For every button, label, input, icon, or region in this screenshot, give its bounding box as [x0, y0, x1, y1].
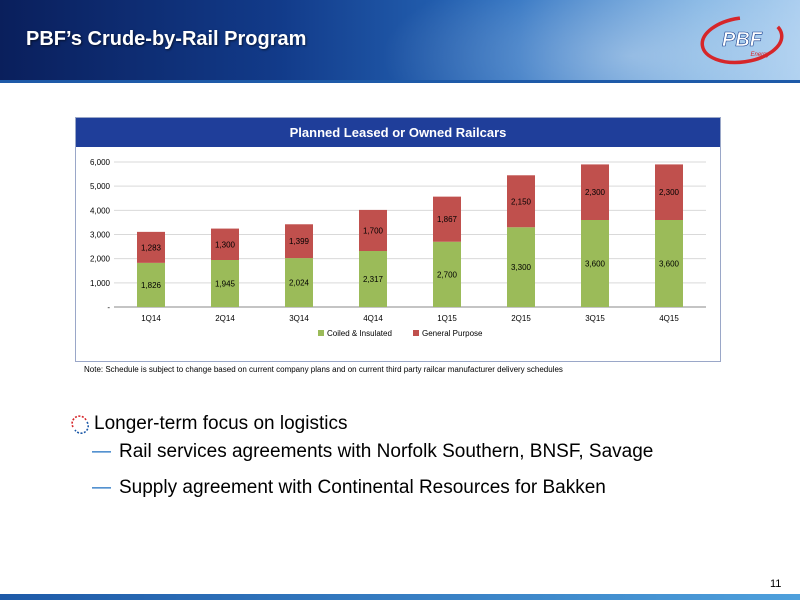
bar-segment: [581, 220, 609, 307]
x-tick-label: 2Q14: [215, 314, 235, 323]
slide-header: PBF’s Crude-by-Rail Program PBF Energy: [0, 0, 800, 80]
data-label: 2,300: [585, 188, 606, 197]
data-label: 1,867: [437, 215, 458, 224]
page-number: 11: [770, 578, 782, 590]
data-label: 2,317: [363, 275, 384, 284]
header-glow: [380, 0, 800, 80]
bar-segment: [655, 164, 683, 220]
data-label: 1,300: [215, 240, 236, 249]
legend-label: General Purpose: [422, 329, 483, 338]
data-label: 1,399: [289, 237, 310, 246]
data-label: 1,283: [141, 243, 162, 252]
bar-segment: [507, 227, 535, 307]
sub-bullet-2: — Supply agreement with Continental Reso…: [92, 477, 606, 499]
bar-segment: [137, 262, 165, 307]
legend-swatch: [318, 330, 324, 336]
bar-segment: [433, 196, 461, 242]
x-tick-label: 3Q14: [289, 314, 309, 323]
bar-segment: [359, 251, 387, 307]
x-tick-label: 3Q15: [585, 314, 605, 323]
bar-segment: [507, 175, 535, 228]
main-bullet: Longer-term focus on logistics: [70, 413, 347, 435]
data-label: 3,600: [659, 260, 680, 269]
bar-segment: [655, 220, 683, 307]
x-tick-label: 4Q14: [363, 314, 383, 323]
sub-bullet-text: Rail services agreements with Norfolk So…: [119, 441, 654, 462]
legend-swatch: [413, 330, 419, 336]
x-tick-label: 1Q14: [141, 314, 161, 323]
bar-segment: [433, 241, 461, 307]
dash-icon: —: [92, 477, 111, 498]
slide-title: PBF’s Crude-by-Rail Program: [26, 28, 307, 50]
y-tick-label: 2,000: [90, 255, 111, 264]
data-label: 2,150: [511, 197, 532, 206]
chart-frame: Planned Leased or Owned Railcars - 1,000 2…: [75, 117, 721, 362]
y-tick-label: 4,000: [90, 206, 111, 215]
bar-segment: [359, 209, 387, 252]
x-tick-label: 4Q15: [659, 314, 679, 323]
y-tick-label: 6,000: [90, 158, 111, 167]
dash-icon: —: [92, 441, 111, 462]
data-label: 2,300: [659, 188, 680, 197]
data-label: 1,700: [363, 226, 384, 235]
data-label: 2,700: [437, 270, 458, 279]
bar-segment: [285, 258, 313, 307]
stacked-bar-chart: - 1,000 2,000 3,000 4,000 5,000 6,000 1,826 1,28…: [90, 158, 706, 338]
pbf-logo: PBF Energy: [700, 15, 784, 65]
data-label: 3,300: [511, 263, 532, 272]
data-label: 1,826: [141, 281, 162, 290]
y-tick-label: 3,000: [90, 231, 111, 240]
x-tick-label: 2Q15: [511, 314, 531, 323]
sub-bullet-text: Supply agreement with Continental Resour…: [119, 477, 606, 498]
y-tick-label: 1,000: [90, 279, 111, 288]
legend-label: Coiled & Insulated: [327, 329, 392, 338]
logo-subtext: Energy: [750, 52, 770, 58]
header-rule: [0, 80, 800, 83]
bar-segment: [211, 228, 239, 260]
bar-segment: [137, 231, 165, 263]
data-label: 1,945: [215, 279, 236, 288]
footer-bar: [0, 594, 800, 600]
chart-note: Note: Schedule is subject to change base…: [84, 365, 563, 374]
y-tick-label: 5,000: [90, 182, 111, 191]
bar-segment: [211, 259, 239, 307]
data-label: 2,024: [289, 279, 310, 288]
bar-segment: [581, 164, 609, 220]
main-bullet-text: Longer-term focus on logistics: [94, 413, 348, 434]
x-tick-label: 1Q15: [437, 314, 457, 323]
y-tick-label: -: [107, 303, 110, 312]
sub-bullet-1: — Rail services agreements with Norfolk …: [92, 441, 653, 463]
chart-title: Planned Leased or Owned Railcars: [76, 118, 720, 147]
logo-text: PBF: [722, 29, 763, 51]
bar-segment: [285, 224, 313, 259]
data-label: 3,600: [585, 260, 606, 269]
swirl-bullet-icon: [71, 415, 90, 434]
